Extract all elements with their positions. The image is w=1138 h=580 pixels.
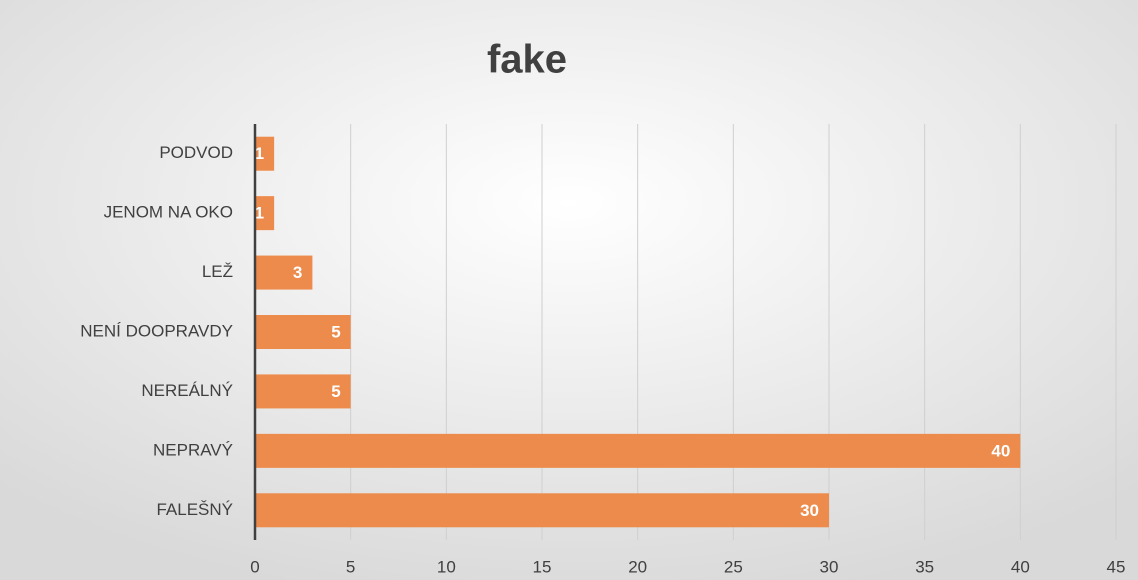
- x-tick-label: 20: [628, 557, 647, 576]
- x-tick-label: 40: [1011, 557, 1030, 576]
- x-tick-label: 45: [1107, 557, 1126, 576]
- x-tick-label: 10: [437, 557, 456, 576]
- x-tick-label: 5: [346, 557, 355, 576]
- y-tick-label: JENOM NA OKO: [104, 203, 233, 222]
- data-label: 5: [331, 382, 340, 401]
- data-label: 5: [331, 322, 340, 341]
- bar: [255, 433, 1021, 468]
- data-label: 1: [255, 144, 264, 163]
- data-label: 40: [991, 441, 1010, 460]
- bar: [255, 196, 275, 231]
- x-tick-label: 25: [724, 557, 743, 576]
- data-label: 3: [293, 263, 302, 282]
- bar: [255, 315, 351, 349]
- data-label: 30: [800, 501, 819, 520]
- bar: [255, 255, 313, 290]
- y-tick-label: FALEŠNÝ: [156, 500, 233, 519]
- x-tick-label: 0: [250, 557, 259, 576]
- chart-title: fake: [487, 38, 567, 82]
- data-label: 1: [255, 204, 264, 223]
- y-tick-label: PODVOD: [159, 143, 233, 162]
- y-tick-label: NEREÁLNÝ: [141, 381, 233, 400]
- bar: [255, 493, 829, 528]
- x-tick-label: 15: [533, 557, 552, 576]
- bar: [255, 136, 275, 171]
- x-tick-label: 30: [820, 557, 839, 576]
- y-tick-label: NEPRAVÝ: [153, 440, 233, 459]
- y-tick-label: NENÍ DOOPRAVDY: [80, 321, 233, 340]
- x-tick-label: 35: [915, 557, 934, 576]
- y-tick-label: LEŽ: [202, 262, 233, 281]
- bar: [255, 374, 351, 409]
